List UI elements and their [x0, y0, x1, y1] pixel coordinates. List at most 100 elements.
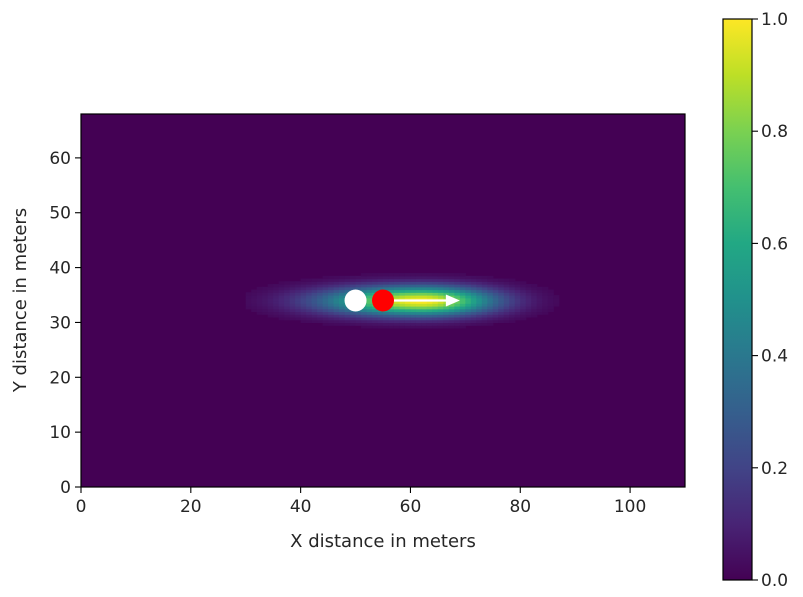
heatmap-cell: [317, 311, 324, 315]
heatmap-cell: [415, 286, 423, 291]
heatmap-cell: [251, 292, 258, 296]
heatmap-cell: [328, 303, 335, 307]
heatmap-cell: [355, 316, 362, 321]
heatmap-cell: [295, 314, 302, 318]
heatmap-cell: [421, 289, 428, 293]
x-tick-label: 100: [614, 497, 646, 517]
heatmap-cell: [476, 289, 483, 293]
heatmap-cell: [448, 319, 455, 324]
heatmap-cell: [355, 275, 362, 280]
heatmap-cell: [339, 308, 346, 313]
heatmap-cell: [448, 316, 455, 321]
heatmap-cell: [459, 275, 466, 280]
heatmap-cell: [328, 305, 335, 310]
heatmap-cell: [432, 295, 439, 299]
heatmap-cell: [476, 308, 483, 313]
heatmap-cell: [388, 275, 395, 280]
heatmap-cell: [476, 322, 483, 326]
heatmap-cell: [328, 292, 335, 296]
heatmap-cell: [267, 303, 274, 307]
heatmap-cell: [459, 273, 466, 277]
heatmap-cell: [267, 305, 274, 310]
heatmap-cell: [355, 319, 362, 324]
heatmap-cell: [520, 311, 527, 315]
heatmap-cell: [536, 286, 543, 291]
heatmap-cell: [256, 297, 263, 302]
heatmap-cell: [498, 289, 505, 293]
heatmap-cell: [404, 325, 412, 329]
heatmap-cell: [481, 300, 488, 304]
heatmap-cell: [410, 300, 417, 304]
heatmap-cell: [361, 289, 368, 293]
heatmap-cell: [311, 300, 318, 304]
heatmap-cell: [503, 284, 510, 288]
heatmap-cell: [339, 275, 346, 280]
heatmap-cell: [470, 319, 477, 324]
heatmap-cell: [421, 273, 428, 277]
heatmap-cell: [459, 319, 466, 324]
heatmap-cell: [509, 314, 516, 318]
heatmap-cell: [509, 295, 516, 299]
heatmap-cell: [443, 311, 450, 315]
heatmap-cell: [273, 286, 280, 291]
heatmap-cell: [393, 319, 401, 324]
heatmap-cell: [267, 292, 274, 296]
heatmap-cell: [306, 289, 313, 293]
heatmap-cell: [476, 305, 483, 310]
heatmap-cell: [470, 275, 477, 280]
heatmap-cell: [503, 316, 510, 321]
heatmap-cell: [481, 275, 488, 280]
heatmap-cell: [509, 281, 516, 285]
heatmap-cell: [322, 281, 329, 285]
heatmap-cell: [509, 316, 516, 321]
heatmap-cell: [454, 308, 461, 313]
heatmap-cell: [454, 278, 461, 282]
heatmap-cell: [245, 295, 252, 299]
heatmap-cell: [448, 314, 455, 318]
heatmap-cell: [476, 292, 483, 296]
heatmap-cell: [366, 305, 373, 310]
heatmap-cell: [476, 278, 483, 282]
heatmap-cell: [415, 316, 423, 321]
heatmap-cell: [311, 303, 318, 307]
heatmap-cell: [448, 308, 455, 313]
colorbar-tick-label: 0.0: [761, 571, 788, 591]
heatmap-cell: [361, 278, 368, 282]
heatmap-cell: [399, 275, 406, 280]
heatmap-cell: [487, 275, 494, 280]
heatmap-cell: [333, 289, 340, 293]
heatmap-cell: [300, 289, 307, 293]
heatmap-cell: [311, 278, 318, 282]
heatmap-cell: [481, 305, 488, 310]
heatmap-cell: [481, 278, 488, 282]
heatmap-cell: [399, 300, 406, 304]
heatmap-cell: [481, 311, 488, 315]
heatmap-cell: [443, 322, 450, 326]
heatmap-cell: [322, 316, 329, 321]
heatmap-cell: [476, 295, 483, 299]
heatmap-cell: [289, 308, 296, 313]
heatmap-cell: [278, 286, 285, 291]
heatmap-cell: [520, 284, 527, 288]
heatmap-cell: [415, 325, 423, 329]
heatmap-cell: [344, 319, 351, 324]
heatmap-cell: [333, 300, 340, 304]
heatmap-cell: [322, 289, 329, 293]
heatmap-cell: [317, 319, 324, 324]
heatmap-cell: [465, 311, 472, 315]
heatmap-cell: [498, 311, 505, 315]
heatmap-cell: [410, 273, 417, 277]
heatmap-cell: [404, 319, 412, 324]
heatmap-cell: [432, 281, 439, 285]
heatmap-cell: [487, 289, 494, 293]
heatmap-cell: [492, 284, 499, 288]
heatmap-cell: [476, 284, 483, 288]
heatmap-cell: [333, 316, 340, 321]
heatmap-cell: [410, 286, 417, 291]
heatmap-cell: [465, 322, 472, 326]
heatmap-cell: [399, 314, 406, 318]
heatmap-cell: [262, 292, 269, 296]
heatmap-cell: [476, 316, 483, 321]
heatmap-cell: [311, 311, 318, 315]
heatmap-cell: [470, 284, 477, 288]
